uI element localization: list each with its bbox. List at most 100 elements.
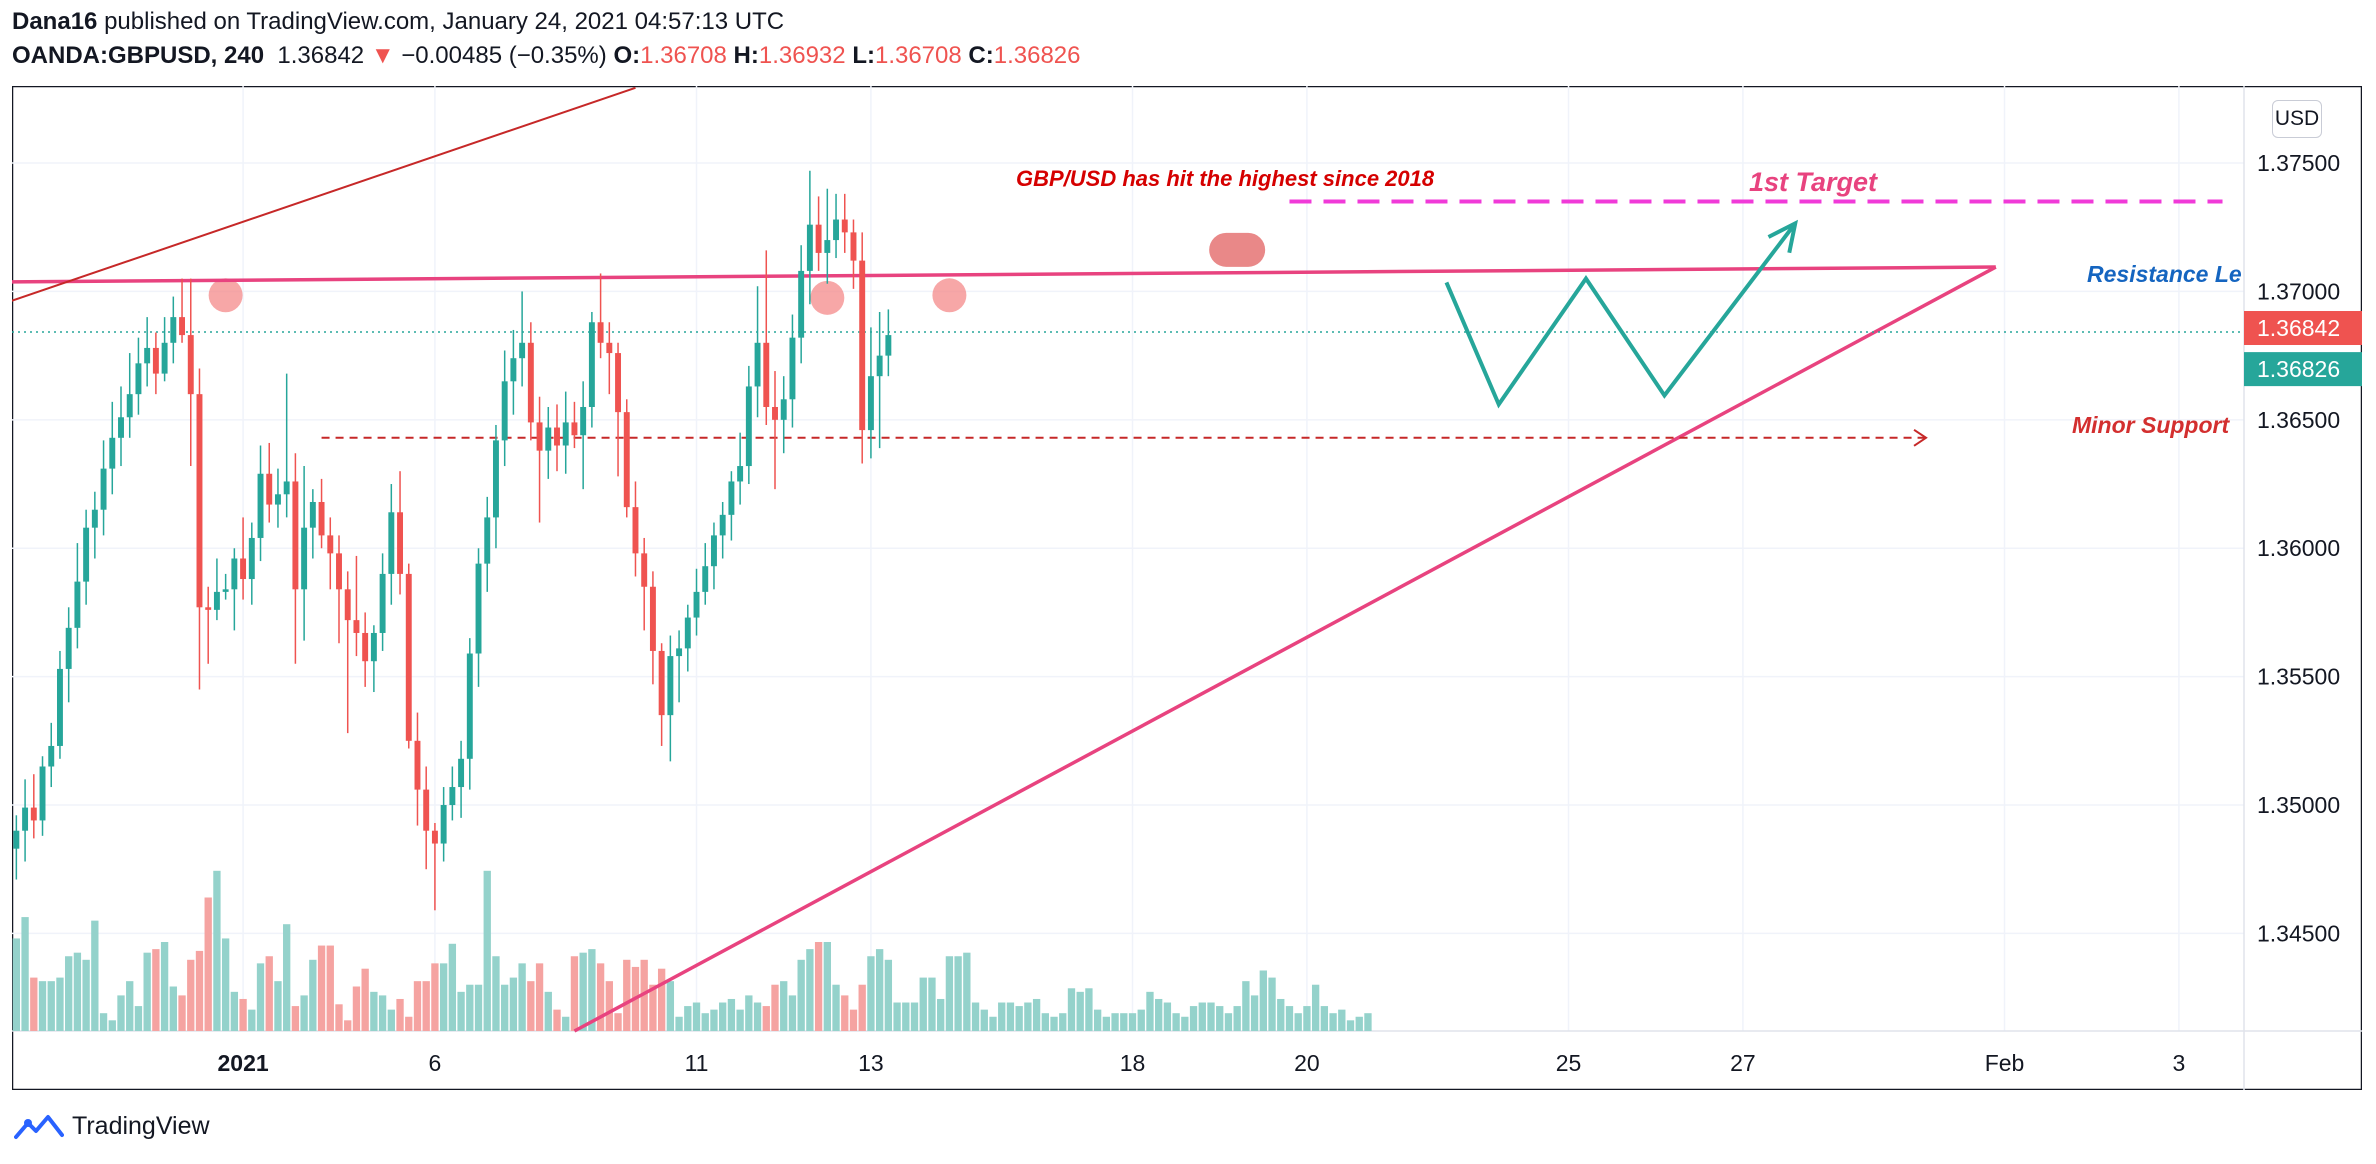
volume-bar bbox=[248, 1009, 256, 1031]
volume-bar bbox=[1216, 1006, 1224, 1031]
candle-body bbox=[152, 347, 159, 374]
volume-bar bbox=[596, 963, 605, 1031]
volume-bar bbox=[1015, 1006, 1023, 1031]
candle-body bbox=[772, 406, 778, 420]
volume-bar bbox=[1120, 1013, 1128, 1031]
candle-body bbox=[56, 668, 63, 746]
tradingview-footer[interactable]: TradingView bbox=[14, 1110, 210, 1142]
volume-bar bbox=[1155, 998, 1163, 1031]
low-label: L: bbox=[852, 42, 875, 69]
candle-body bbox=[780, 399, 787, 420]
tradingview-brand: TradingView bbox=[72, 1111, 210, 1140]
time-tick-label: 18 bbox=[1120, 1050, 1146, 1076]
close-label: C: bbox=[968, 42, 994, 69]
candle-body bbox=[423, 789, 430, 831]
volume-bar bbox=[466, 984, 474, 1031]
time-axis-labels: 2021 6 11 13 18 20 25 27 Feb 3 bbox=[217, 1050, 2185, 1076]
candle-body bbox=[22, 807, 29, 831]
volume-bar bbox=[605, 981, 613, 1031]
candle-body bbox=[318, 502, 325, 536]
volume-bar bbox=[1137, 1009, 1145, 1031]
candle-body bbox=[850, 232, 857, 261]
candle-body bbox=[676, 648, 683, 657]
volume-bar bbox=[117, 995, 125, 1031]
volume-bar bbox=[439, 963, 448, 1031]
volume-bar bbox=[998, 1002, 1006, 1031]
volume-bar bbox=[422, 981, 430, 1031]
candle-body bbox=[65, 627, 72, 669]
volume-bar bbox=[884, 959, 893, 1031]
volume-bar bbox=[1311, 984, 1320, 1031]
candle-body bbox=[806, 224, 813, 271]
candle-body bbox=[719, 514, 726, 536]
candle-body bbox=[257, 473, 264, 538]
volume-bar bbox=[701, 1013, 709, 1031]
change-arrow-icon: ▼ bbox=[370, 42, 395, 69]
volume-bar bbox=[657, 968, 666, 1031]
volume-bar bbox=[780, 981, 788, 1031]
projection-path bbox=[1444, 219, 1799, 409]
candle-body bbox=[458, 758, 465, 788]
volume-bar bbox=[1024, 1002, 1032, 1031]
candle-body bbox=[449, 787, 456, 806]
symbol-legend: OANDA:GBPUSD, 240 1.36842 ▼ −0.00485 (−0… bbox=[12, 42, 1081, 70]
candle-body bbox=[824, 240, 831, 253]
candle-body bbox=[763, 342, 770, 407]
volume-bar bbox=[954, 956, 962, 1031]
candle-body bbox=[13, 830, 20, 849]
candle-body bbox=[100, 468, 107, 510]
candle-body bbox=[693, 591, 700, 618]
grid-lines bbox=[12, 86, 2244, 1031]
volume-bar bbox=[1259, 970, 1267, 1031]
volume-bar bbox=[1085, 988, 1093, 1031]
price-axis-ticks: 1.37500 1.37000 1.36500 1.36000 1.35500 1.350… bbox=[2257, 150, 2340, 946]
author[interactable]: Dana16 bbox=[12, 8, 98, 35]
volume-bar bbox=[806, 949, 814, 1031]
candle-body bbox=[213, 591, 220, 610]
volume-bar bbox=[1128, 1013, 1137, 1031]
volume-bar bbox=[719, 1002, 727, 1031]
volume-bar bbox=[570, 956, 579, 1031]
volume-bar bbox=[12, 938, 21, 1031]
last-price-label: 1.36842 bbox=[2257, 315, 2340, 341]
volume-bar bbox=[65, 956, 73, 1031]
price-chart[interactable]: 1.37500 1.37000 1.36500 1.36000 1.35500 1.350… bbox=[12, 86, 2362, 1090]
projection-line bbox=[1444, 222, 1797, 409]
candle-body bbox=[327, 535, 334, 554]
volume-bar bbox=[387, 1009, 395, 1031]
volume-bar bbox=[1076, 991, 1084, 1031]
time-tick-label: 25 bbox=[1556, 1050, 1582, 1076]
highlight-circle bbox=[810, 280, 845, 315]
candle-body bbox=[632, 507, 639, 554]
currency-button[interactable]: USD bbox=[2272, 100, 2322, 138]
candle-body bbox=[684, 617, 691, 649]
candle-body bbox=[885, 335, 892, 356]
volume-bar bbox=[91, 920, 99, 1031]
symbol[interactable]: OANDA:GBPUSD, 240 bbox=[12, 42, 265, 69]
projection-arrowhead bbox=[1767, 219, 1799, 254]
volume-bar bbox=[588, 949, 596, 1031]
candle-body bbox=[571, 422, 578, 436]
candle-body bbox=[353, 620, 360, 633]
candle-body bbox=[798, 270, 805, 338]
candle-body bbox=[431, 830, 438, 844]
volume-bar bbox=[396, 998, 404, 1031]
volume-bar bbox=[727, 998, 736, 1031]
volume-bar bbox=[370, 991, 378, 1031]
volume-bar bbox=[378, 995, 387, 1031]
close-value: 1.36826 bbox=[993, 42, 1081, 69]
volume-bar bbox=[56, 977, 64, 1031]
time-tick-label: 13 bbox=[858, 1050, 884, 1076]
volume-bar bbox=[1189, 1006, 1198, 1031]
volume-bar bbox=[553, 1009, 561, 1031]
candle-body bbox=[292, 481, 299, 590]
candle-body bbox=[170, 317, 177, 343]
volume-bar bbox=[736, 1009, 744, 1031]
volume-bar bbox=[405, 1016, 413, 1031]
volume-bar bbox=[448, 943, 457, 1031]
volume-bar bbox=[38, 981, 47, 1031]
volume-bar bbox=[1242, 981, 1250, 1031]
candle-body bbox=[484, 517, 491, 564]
volume-bar bbox=[178, 995, 186, 1031]
candle-body bbox=[588, 322, 595, 407]
